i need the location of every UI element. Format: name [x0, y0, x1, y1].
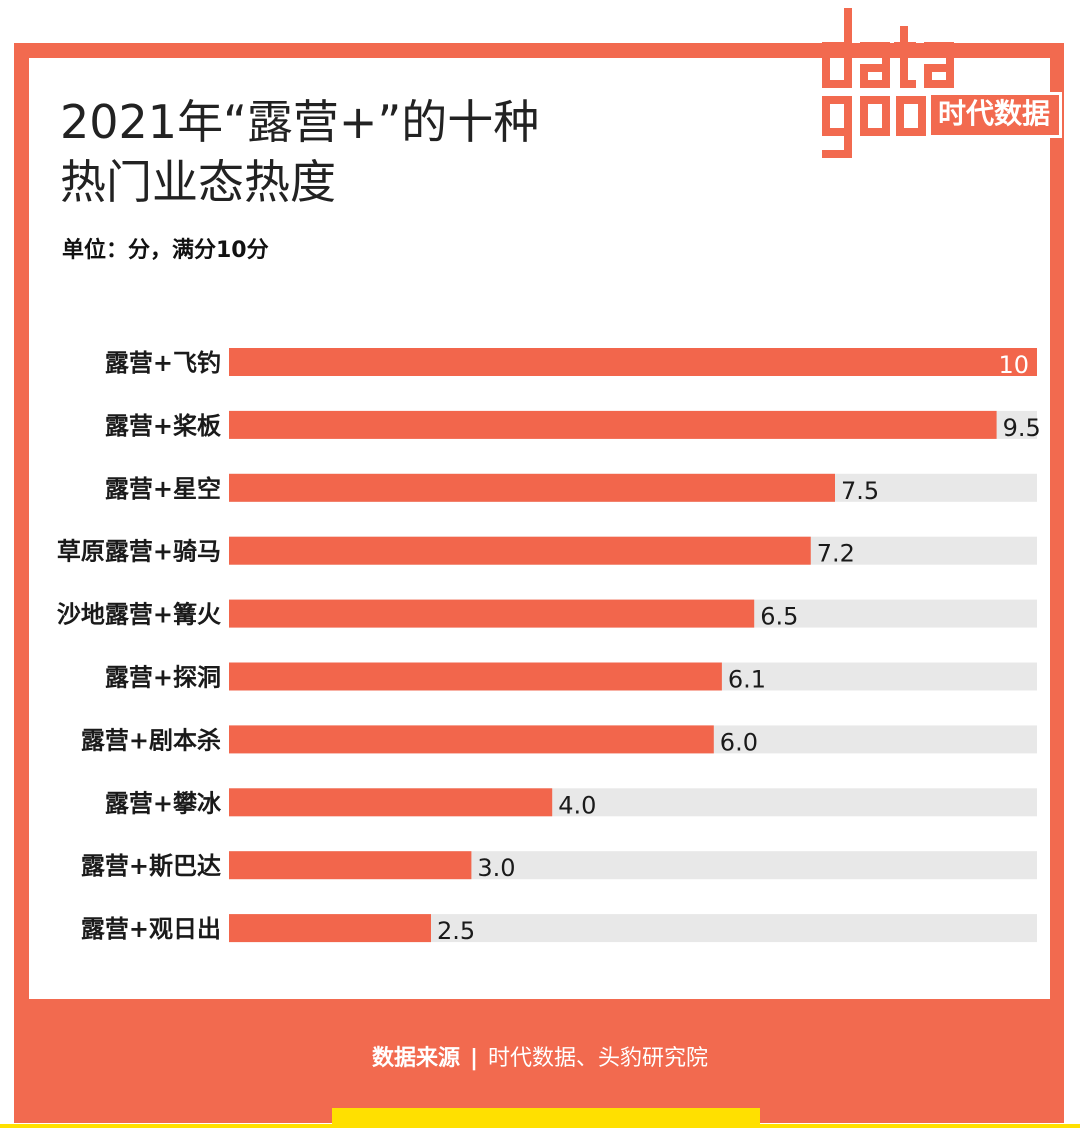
- category-label: 露营+桨板: [105, 412, 222, 440]
- category-label: 露营+探洞: [105, 664, 221, 692]
- title-line-1: 2021年“露营+”的十种: [60, 95, 540, 149]
- bar: [229, 410, 997, 439]
- category-label: 露营+剧本杀: [81, 726, 221, 754]
- category-label: 露营+斯巴达: [81, 852, 221, 880]
- category-label: 露营+观日出: [81, 915, 221, 943]
- yellow-bottom-edge: [0, 1124, 1080, 1128]
- bar: [229, 725, 714, 754]
- source-text: 时代数据、头豹研究院: [488, 1046, 709, 1071]
- source-footer: 数据来源 | 时代数据、头豹研究院: [0, 1040, 1080, 1072]
- source-label: 数据来源: [371, 1046, 460, 1071]
- value-label: 2.5: [437, 917, 475, 945]
- bar: [229, 536, 811, 565]
- category-label: 露营+攀冰: [105, 789, 222, 817]
- source-separator: |: [469, 1046, 479, 1071]
- title-line-2: 热门业态热度: [60, 155, 336, 209]
- category-label: 露营+星空: [105, 475, 221, 503]
- logo-text: 时代数据: [937, 97, 1050, 130]
- bar: [229, 599, 755, 628]
- category-label: 沙地露营+篝火: [57, 601, 221, 629]
- value-label: 3.0: [477, 854, 515, 882]
- value-label: 6.5: [760, 603, 798, 631]
- category-label: 露营+飞钓: [105, 349, 221, 377]
- bar: [229, 662, 722, 691]
- chart-card: [29, 58, 1050, 999]
- value-label: 10: [998, 351, 1029, 379]
- value-label: 6.0: [720, 728, 758, 756]
- value-label: 7.2: [817, 540, 855, 568]
- logo-badge: [928, 92, 1062, 138]
- unit-note: 单位：分，满分10分: [62, 238, 269, 263]
- bar: [229, 851, 472, 880]
- value-label: 7.5: [841, 477, 879, 505]
- chart-title: 2021年“露营+”的十种 热门业态热度: [60, 92, 760, 212]
- bar: [229, 348, 1037, 376]
- bar: [229, 788, 553, 817]
- value-label: 9.5: [1003, 414, 1041, 442]
- bar: [229, 473, 835, 502]
- value-label: 4.0: [558, 791, 596, 819]
- value-label: 6.1: [728, 666, 766, 694]
- bar: [229, 914, 431, 943]
- category-label: 草原露营+骑马: [57, 538, 221, 566]
- yellow-accent-bar: [332, 1108, 760, 1124]
- data-good-logo: [822, 8, 954, 158]
